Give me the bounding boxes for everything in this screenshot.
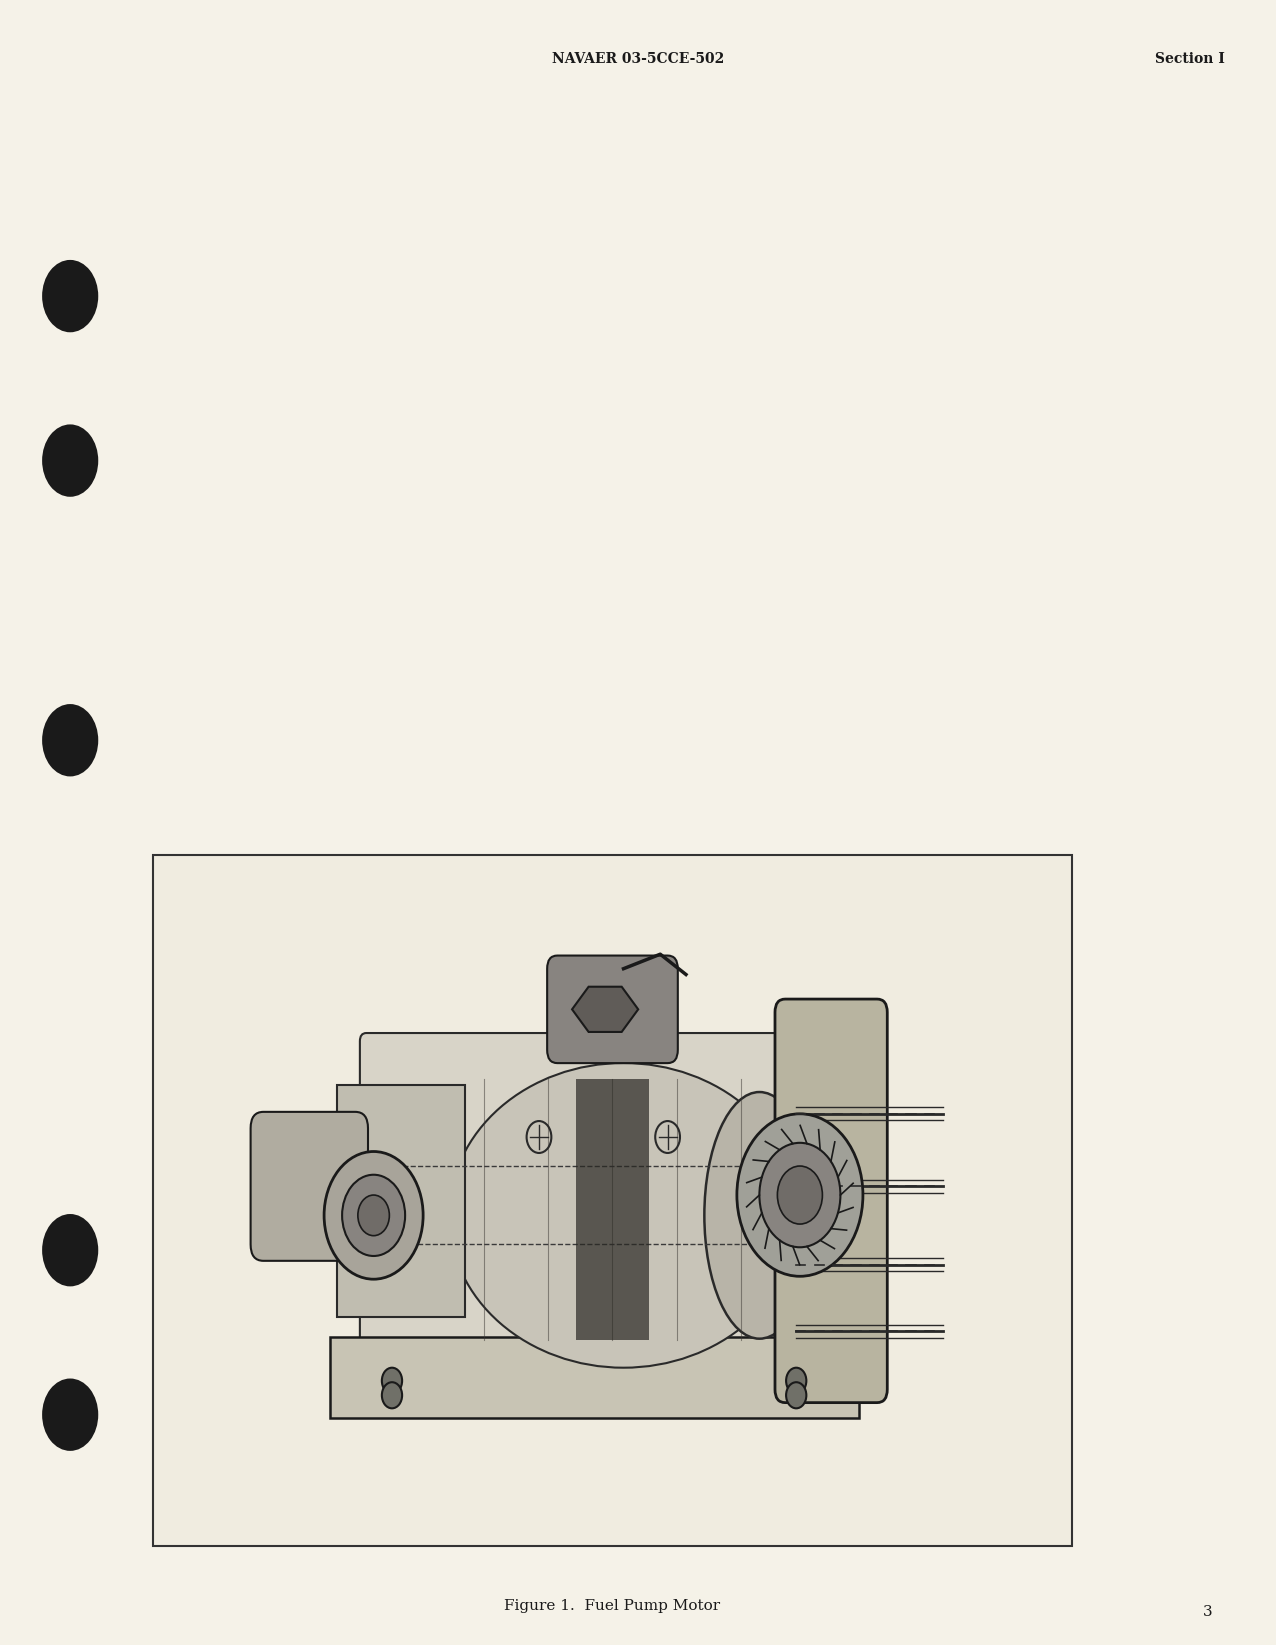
Circle shape [759, 1143, 841, 1247]
Circle shape [786, 1367, 806, 1393]
Ellipse shape [704, 1092, 814, 1339]
FancyBboxPatch shape [360, 1033, 828, 1369]
Circle shape [357, 1194, 389, 1235]
Circle shape [786, 1382, 806, 1408]
FancyBboxPatch shape [775, 999, 887, 1403]
FancyBboxPatch shape [250, 1112, 367, 1260]
Text: Section I: Section I [1155, 53, 1225, 66]
Bar [337, 1084, 466, 1318]
Circle shape [342, 1175, 404, 1257]
Text: 3: 3 [1202, 1606, 1212, 1619]
Circle shape [736, 1114, 863, 1277]
Ellipse shape [449, 1063, 798, 1367]
Polygon shape [282, 1120, 329, 1158]
Text: NAVAER 03-5CCE-502: NAVAER 03-5CCE-502 [553, 53, 723, 66]
Circle shape [42, 1379, 98, 1451]
Circle shape [42, 704, 98, 776]
Circle shape [42, 260, 98, 332]
Bar [153, 855, 1072, 1546]
Polygon shape [572, 987, 638, 1031]
Circle shape [382, 1382, 402, 1408]
FancyBboxPatch shape [547, 956, 678, 1063]
Bar [329, 1337, 859, 1418]
Text: Figure 1.  Fuel Pump Motor: Figure 1. Fuel Pump Motor [504, 1599, 721, 1614]
Bar [575, 1079, 649, 1341]
Circle shape [382, 1367, 402, 1393]
Circle shape [42, 424, 98, 497]
Circle shape [777, 1166, 823, 1224]
Circle shape [324, 1152, 424, 1280]
Circle shape [42, 1214, 98, 1286]
